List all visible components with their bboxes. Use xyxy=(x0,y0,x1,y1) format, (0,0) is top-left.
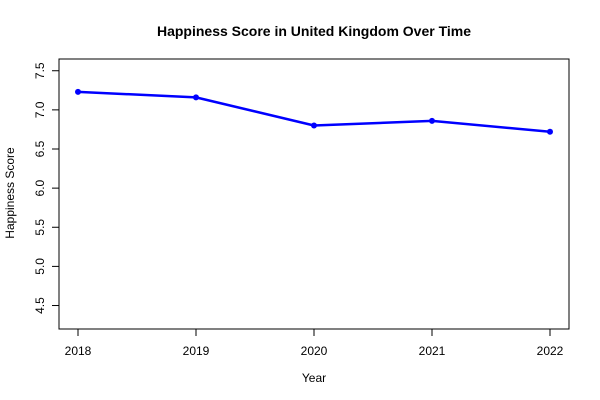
y-tick-label: 7.5 xyxy=(33,62,47,79)
y-tick-label: 5.0 xyxy=(33,258,47,275)
data-point xyxy=(193,94,199,101)
y-tick-label: 7.0 xyxy=(33,101,47,118)
data-point xyxy=(311,122,317,129)
y-tick-label: 5.5 xyxy=(33,219,47,236)
x-axis: 2018 2019 2020 2021 2022 xyxy=(65,329,564,358)
x-tick-label: 2018 xyxy=(65,344,92,358)
x-tick-label: 2022 xyxy=(537,344,564,358)
x-tick-label: 2021 xyxy=(419,344,446,358)
y-axis-label: Happiness Score xyxy=(3,147,17,239)
series-layer xyxy=(75,88,553,135)
data-point xyxy=(429,117,435,124)
chart-title: Happiness Score in United Kingdom Over T… xyxy=(157,23,471,39)
y-axis: 4.5 5.0 5.5 6.0 6.5 7.0 7.5 xyxy=(33,62,59,314)
x-tick-label: 2019 xyxy=(183,344,210,358)
plot-area-border xyxy=(58,58,570,330)
data-point xyxy=(75,88,81,95)
x-axis-label: Year xyxy=(302,371,326,385)
y-tick-label: 6.0 xyxy=(33,179,47,196)
y-tick-label: 4.5 xyxy=(33,297,47,314)
y-tick-label: 6.5 xyxy=(33,140,47,157)
x-tick-label: 2020 xyxy=(301,344,328,358)
data-point xyxy=(547,128,553,135)
